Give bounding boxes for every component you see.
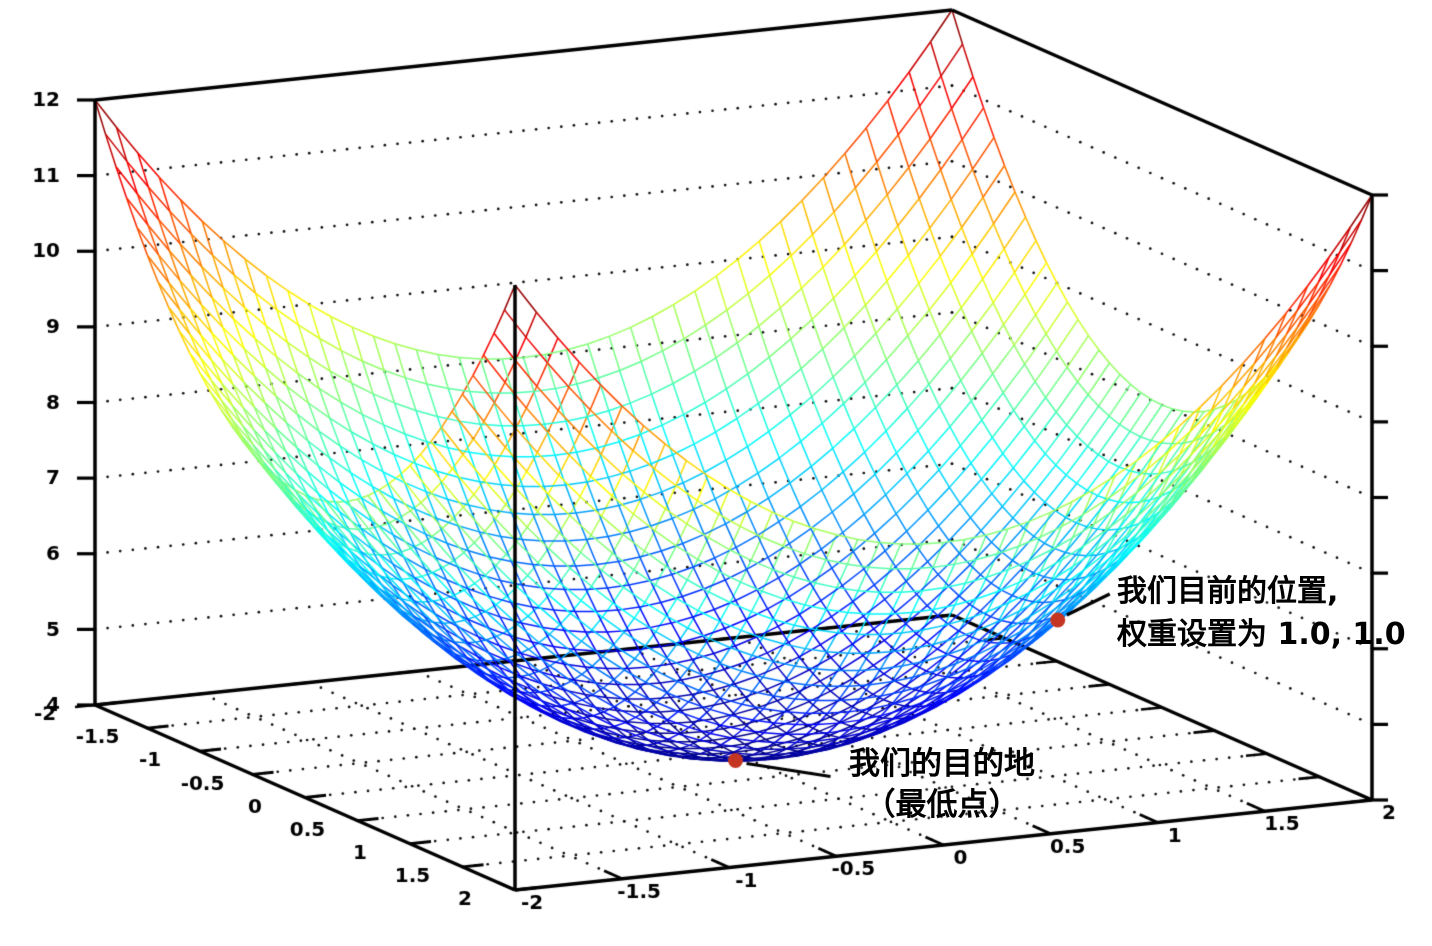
annotation-current-position: 我们目前的位置, 权重设置为 1.0, 1.0	[1117, 570, 1406, 656]
annotation-destination-line2: （最低点）	[864, 787, 1020, 823]
annotation-destination-line1: 我们的目的地	[849, 746, 1035, 782]
annotation-current-position-line1: 我们目前的位置,	[1117, 574, 1339, 609]
annotation-destination: 我们的目的地 （最低点）	[836, 744, 1048, 826]
annotation-current-position-line2: 权重设置为 1.0, 1.0	[1117, 617, 1406, 652]
